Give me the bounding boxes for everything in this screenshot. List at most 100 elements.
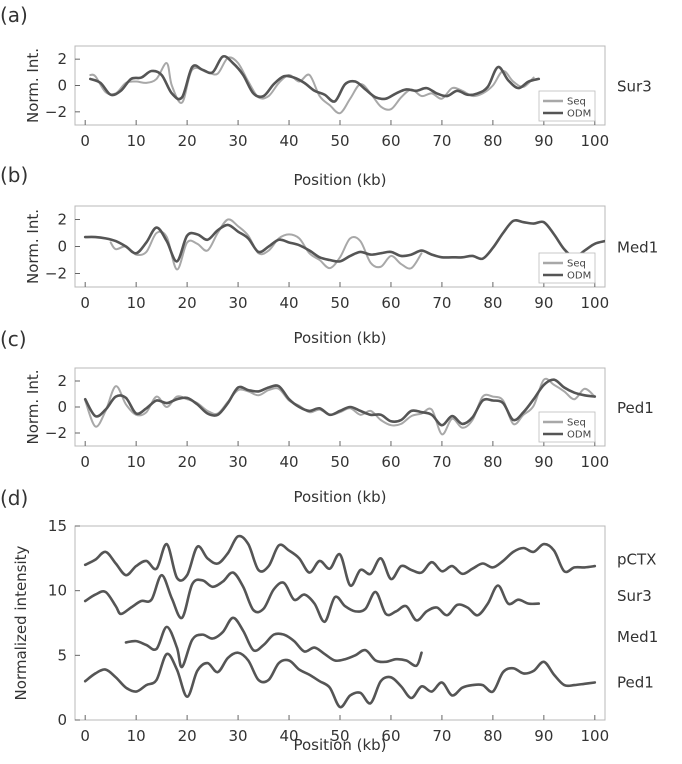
x-tick-label: 60 <box>381 294 400 312</box>
x-tick-label: 20 <box>178 453 197 471</box>
legend-label-seq: Seq <box>567 418 586 429</box>
x-tick-label: 90 <box>534 727 553 745</box>
series-label-med1: Med1 <box>617 628 658 646</box>
x-tick-label: 0 <box>80 294 90 312</box>
x-tick-label: 50 <box>330 294 349 312</box>
series-line-seq <box>84 377 596 436</box>
y-tick-label: 2 <box>57 372 67 390</box>
x-tick-label: 50 <box>330 132 349 150</box>
x-tick-label: 10 <box>127 453 146 471</box>
legend-box <box>538 411 596 443</box>
side-label: Ped1 <box>617 399 654 417</box>
legend-box <box>538 252 596 284</box>
panel-label: (a) <box>0 3 28 27</box>
x-tick-label: 90 <box>534 132 553 150</box>
y-tick-label: 2 <box>57 50 67 68</box>
x-tick-label: 80 <box>483 727 502 745</box>
legend-label-odm: ODM <box>567 109 591 120</box>
x-axis-label: Position (kb) <box>293 736 386 754</box>
x-tick-label: 50 <box>330 727 349 745</box>
y-tick-label: 5 <box>57 646 67 664</box>
panel-label: (d) <box>0 486 28 510</box>
x-tick-label: 40 <box>279 132 298 150</box>
x-tick-label: 30 <box>229 132 248 150</box>
legend-label-odm: ODM <box>567 271 591 282</box>
x-tick-label: 70 <box>432 453 451 471</box>
x-tick-label: 70 <box>432 727 451 745</box>
x-tick-label: 20 <box>178 132 197 150</box>
x-tick-label: 70 <box>432 132 451 150</box>
y-axis-label: Norm. Int. <box>24 369 42 444</box>
series-label-ped1: Ped1 <box>617 673 654 691</box>
y-tick-label: −2 <box>45 103 67 121</box>
y-tick-label: −2 <box>45 265 67 283</box>
x-tick-label: 100 <box>580 453 609 471</box>
y-tick-label: 2 <box>57 211 67 229</box>
series-label-pctx: pCTX <box>617 551 656 569</box>
series-label-sur3: Sur3 <box>617 587 652 605</box>
x-tick-label: 0 <box>80 727 90 745</box>
y-tick-label: 0 <box>57 77 67 95</box>
panel-label: (c) <box>0 327 27 351</box>
x-tick-label: 30 <box>229 294 248 312</box>
x-tick-label: 50 <box>330 453 349 471</box>
series-line-pctx <box>83 534 597 587</box>
series-line-odm <box>83 378 597 427</box>
x-axis-label: Position (kb) <box>293 171 386 189</box>
series-line-odm <box>83 218 605 263</box>
x-tick-label: 60 <box>381 132 400 150</box>
series-line-seq <box>89 56 535 115</box>
x-axis-label: Position (kb) <box>293 329 386 347</box>
x-tick-label: 90 <box>534 453 553 471</box>
y-tick-label: 10 <box>48 582 67 600</box>
x-tick-label: 100 <box>580 132 609 150</box>
x-tick-label: 40 <box>279 727 298 745</box>
x-axis-label: Position (kb) <box>293 488 386 506</box>
y-tick-label: 15 <box>48 517 67 535</box>
series-line-sur3 <box>83 571 541 624</box>
plot-frame <box>74 205 606 288</box>
x-tick-label: 40 <box>279 294 298 312</box>
x-tick-label: 100 <box>580 727 609 745</box>
y-axis-label: Normalized intensity <box>12 545 30 700</box>
series-line-seq <box>109 218 423 271</box>
y-axis-label: Norm. Int. <box>24 209 42 284</box>
x-tick-label: 40 <box>279 453 298 471</box>
x-tick-label: 20 <box>178 727 197 745</box>
plot-frame <box>74 367 606 447</box>
x-tick-label: 80 <box>483 453 502 471</box>
x-tick-label: 10 <box>127 132 146 150</box>
side-label: Med1 <box>617 239 658 257</box>
x-tick-label: 0 <box>80 132 90 150</box>
panel-label: (b) <box>0 163 28 187</box>
legend-label-seq: Seq <box>567 97 586 108</box>
x-tick-label: 90 <box>534 294 553 312</box>
legend-label-seq: Seq <box>567 259 586 270</box>
x-tick-label: 100 <box>580 294 609 312</box>
x-tick-label: 20 <box>178 294 197 312</box>
y-tick-label: 0 <box>57 711 67 729</box>
x-tick-label: 0 <box>80 453 90 471</box>
y-tick-label: 0 <box>57 238 67 256</box>
series-line-ped1 <box>83 651 597 709</box>
x-tick-label: 10 <box>127 294 146 312</box>
x-tick-label: 80 <box>483 294 502 312</box>
y-tick-label: 0 <box>57 398 67 416</box>
x-tick-label: 80 <box>483 132 502 150</box>
series-line-odm <box>88 54 541 103</box>
y-axis-label: Norm. Int. <box>24 48 42 123</box>
x-tick-label: 10 <box>127 727 146 745</box>
x-tick-label: 60 <box>381 453 400 471</box>
series-line-med1 <box>124 616 423 669</box>
side-label: Sur3 <box>617 78 652 96</box>
x-tick-label: 60 <box>381 727 400 745</box>
legend-label-odm: ODM <box>567 430 591 441</box>
y-tick-label: −2 <box>45 424 67 442</box>
